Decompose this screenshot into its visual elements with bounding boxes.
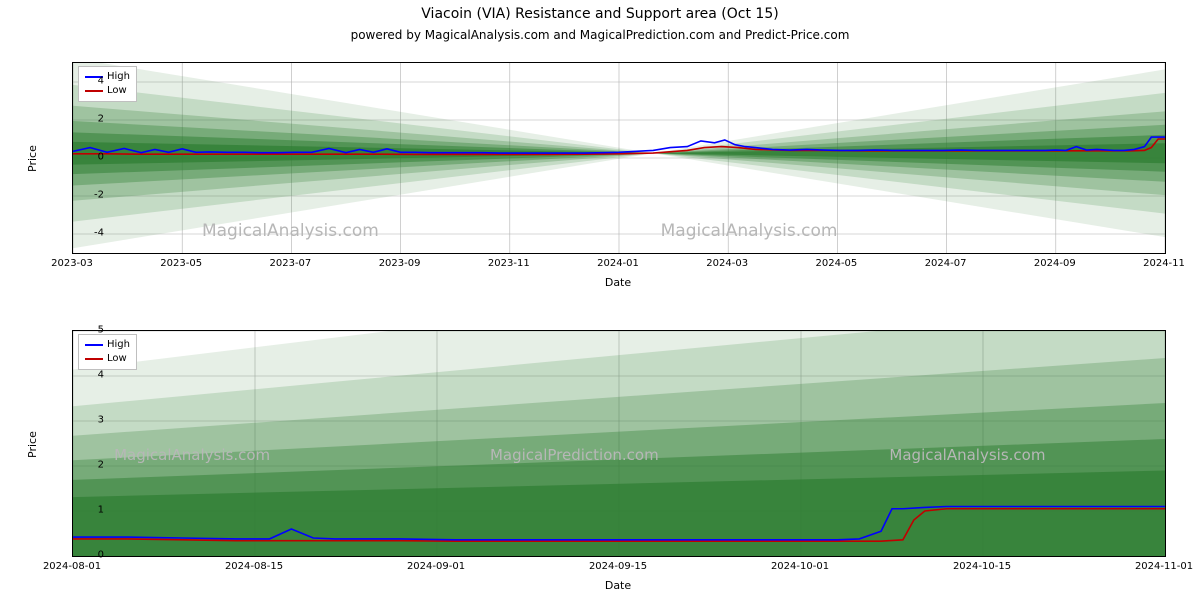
bottom-chart-legend: HighLow — [78, 334, 137, 370]
top-chart-panel — [72, 62, 1166, 254]
legend-swatch — [85, 344, 103, 346]
ytick-label: 4 — [64, 76, 104, 87]
figure: Viacoin (VIA) Resistance and Support are… — [0, 0, 1200, 600]
ytick-label: 4 — [64, 370, 104, 381]
ytick-label: 5 — [64, 325, 104, 336]
ytick-label: 2 — [64, 460, 104, 471]
panel2-svg — [73, 331, 1165, 556]
legend-item: High — [85, 338, 130, 352]
xtick-label: 2023-07 — [269, 258, 311, 269]
xtick-label: 2024-07 — [925, 258, 967, 269]
xtick-label: 2024-08-01 — [43, 561, 101, 572]
xtick-label: 2024-10-01 — [771, 561, 829, 572]
xtick-label: 2024-05 — [815, 258, 857, 269]
ytick-label: 3 — [64, 415, 104, 426]
legend-swatch — [85, 358, 103, 360]
bottom-chart-panel — [72, 330, 1166, 557]
legend-label: High — [107, 338, 130, 352]
xtick-label: 2024-11 — [1143, 258, 1185, 269]
legend-label: High — [107, 70, 130, 84]
ytick-label: -2 — [64, 190, 104, 201]
xtick-label: 2024-10-15 — [953, 561, 1011, 572]
panel1-svg — [73, 63, 1165, 253]
ytick-label: 2 — [64, 114, 104, 125]
xtick-label: 2024-09-15 — [589, 561, 647, 572]
chart-subtitle: powered by MagicalAnalysis.com and Magic… — [0, 28, 1200, 42]
xtick-label: 2024-01 — [597, 258, 639, 269]
xtick-label: 2024-09 — [1034, 258, 1076, 269]
xtick-label: 2023-05 — [160, 258, 202, 269]
xtick-label: 2024-03 — [706, 258, 748, 269]
legend-item: Low — [85, 352, 130, 366]
ytick-label: 0 — [64, 152, 104, 163]
xtick-label: 2024-11-01 — [1135, 561, 1193, 572]
ytick-label: 0 — [64, 550, 104, 561]
ytick-label: -4 — [64, 228, 104, 239]
bottom-chart-xlabel: Date — [72, 579, 1164, 592]
legend-label: Low — [107, 84, 127, 98]
top-chart-ylabel: Price — [26, 145, 39, 172]
legend-label: Low — [107, 352, 127, 366]
xtick-label: 2023-03 — [51, 258, 93, 269]
top-chart-xlabel: Date — [72, 276, 1164, 289]
xtick-label: 2023-11 — [488, 258, 530, 269]
xtick-label: 2024-08-15 — [225, 561, 283, 572]
ytick-label: 1 — [64, 505, 104, 516]
xtick-label: 2023-09 — [379, 258, 421, 269]
chart-title: Viacoin (VIA) Resistance and Support are… — [0, 6, 1200, 22]
bottom-chart-ylabel: Price — [26, 431, 39, 458]
legend-swatch — [85, 90, 103, 92]
xtick-label: 2024-09-01 — [407, 561, 465, 572]
